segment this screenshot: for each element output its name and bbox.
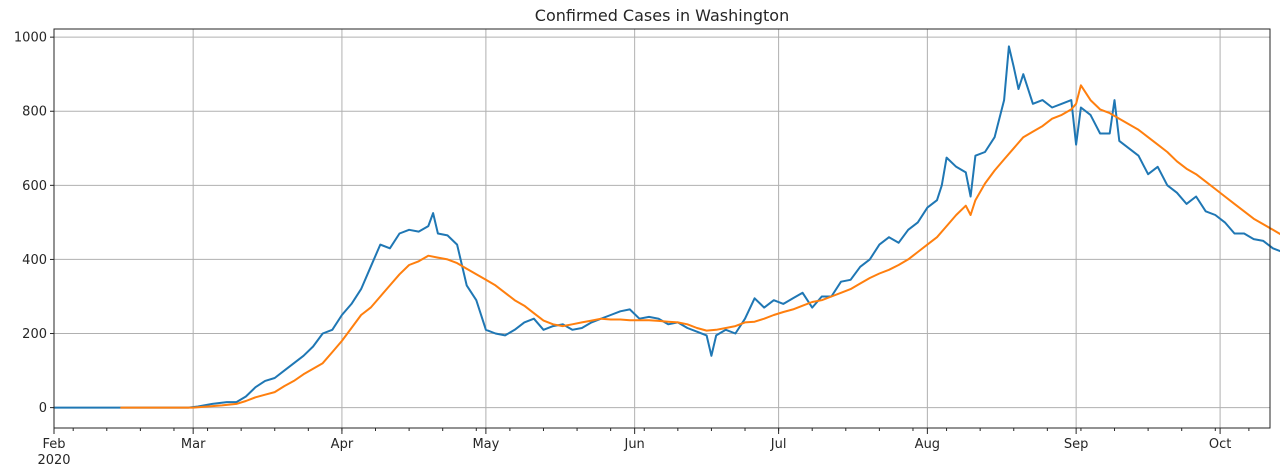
plot-frame bbox=[53, 28, 1271, 429]
x-tick-label: Sep bbox=[1064, 437, 1089, 452]
x-tick-label: Mar bbox=[181, 437, 206, 452]
x-tick-label: Jun bbox=[623, 437, 644, 452]
x-tick-label: Aug bbox=[915, 437, 940, 452]
series-layer bbox=[53, 45, 1280, 409]
x-tick-label: Jul bbox=[770, 437, 787, 452]
x-tick-sublabel: 2020 bbox=[37, 453, 70, 468]
x-tick-label: Apr bbox=[331, 437, 354, 452]
x-tick-label: Oct bbox=[1209, 437, 1231, 452]
y-tick-label: 1000 bbox=[14, 31, 47, 46]
series-line-daily bbox=[53, 45, 1280, 409]
y-tick-label: 200 bbox=[22, 327, 47, 342]
chart-title: Confirmed Cases in Washington bbox=[535, 6, 789, 25]
x-tick-label: Feb bbox=[42, 437, 65, 452]
series-line-7-day-average bbox=[120, 84, 1280, 409]
y-tick-label: 0 bbox=[39, 401, 47, 416]
y-tick-label: 400 bbox=[22, 253, 47, 268]
y-tick-label: 800 bbox=[22, 105, 47, 120]
y-tick-label: 600 bbox=[22, 179, 47, 194]
x-tick-label: May bbox=[472, 437, 499, 452]
grid-lines bbox=[53, 29, 1270, 428]
